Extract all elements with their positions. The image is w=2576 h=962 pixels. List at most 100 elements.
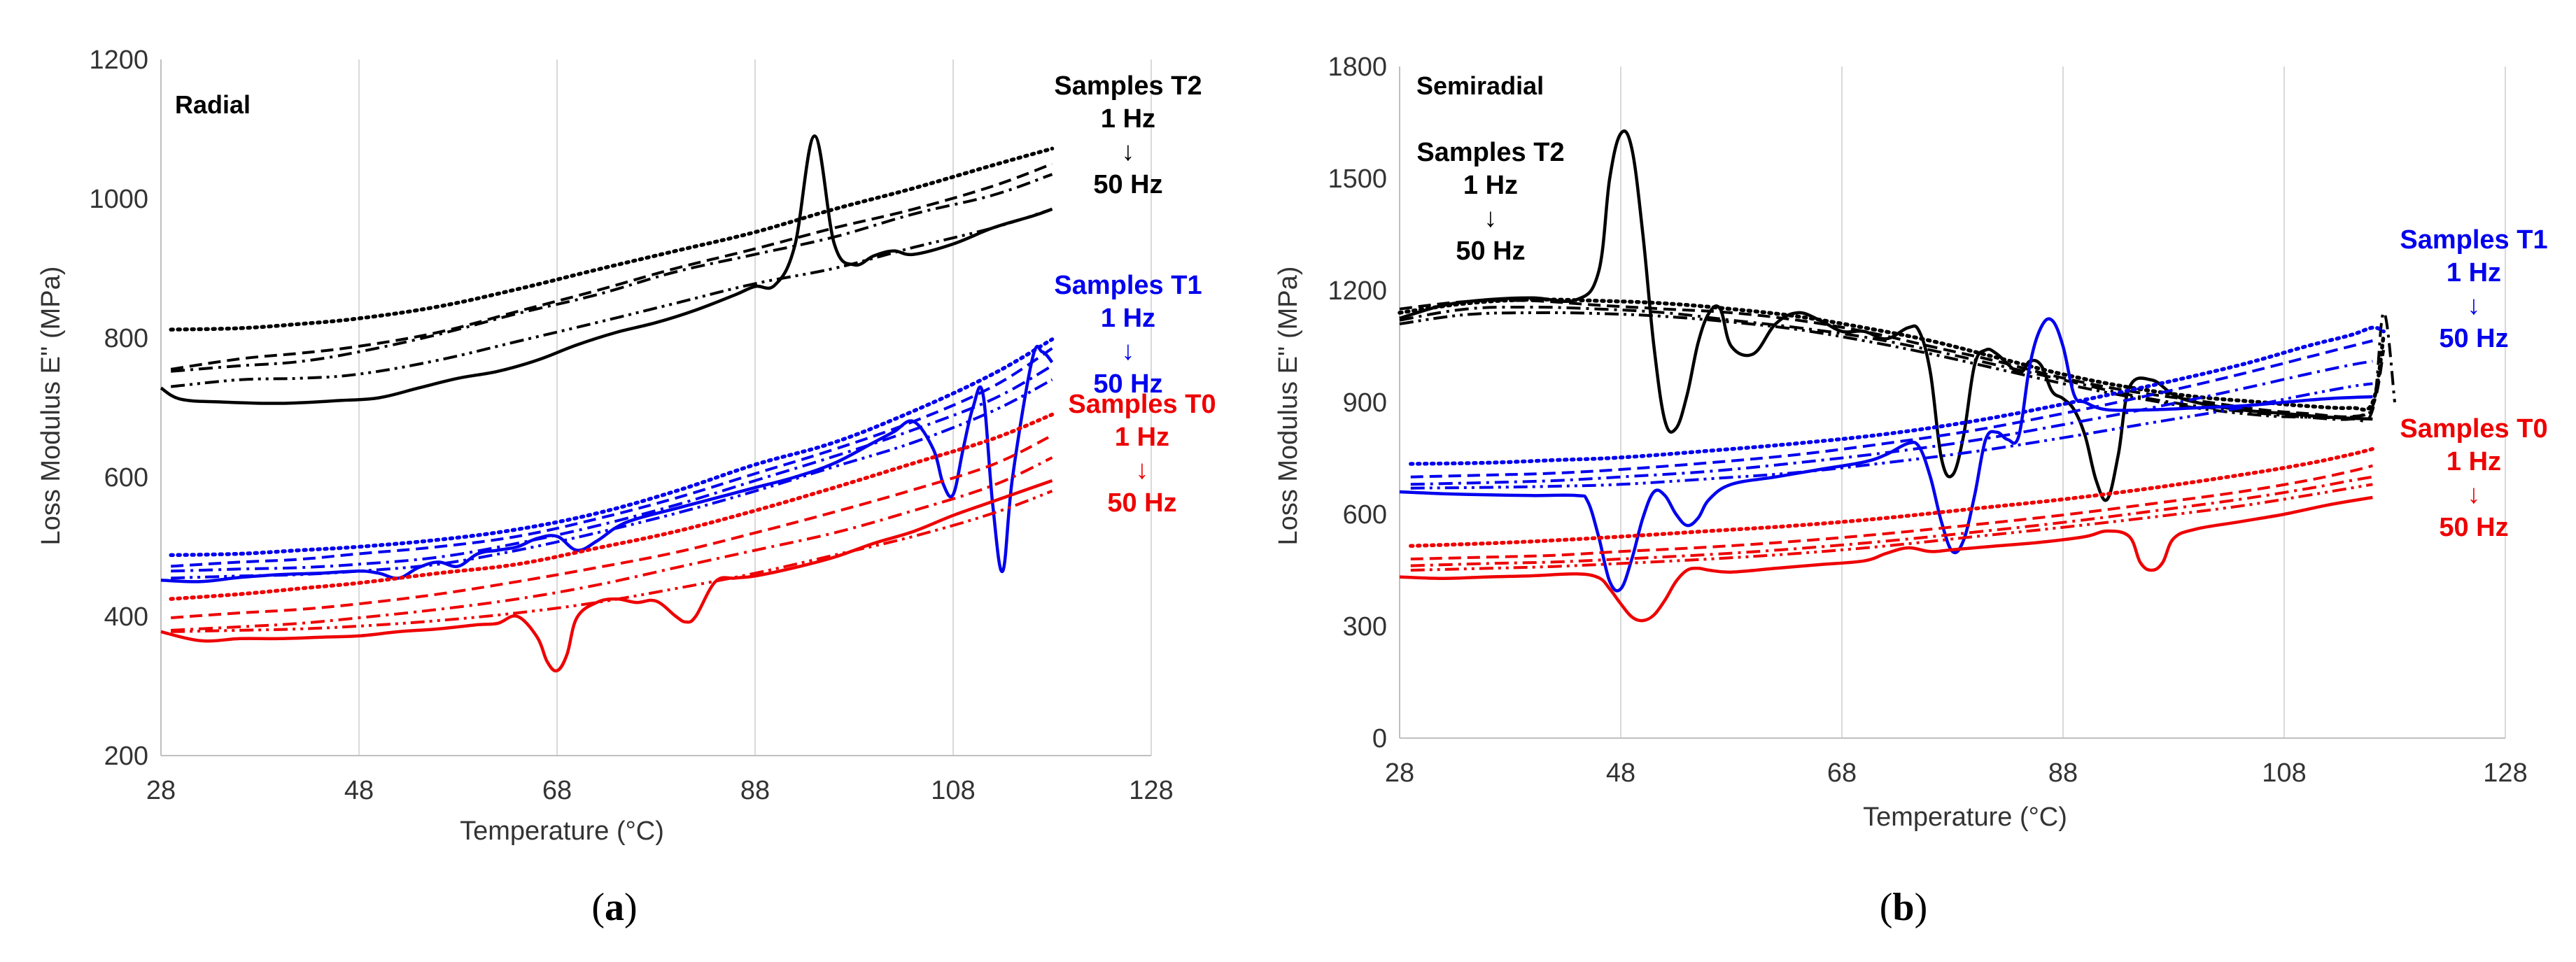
panel-b-axes (1399, 66, 2505, 739)
panel-b-y-tick-label: 1800 (1328, 52, 1387, 82)
panel-b-annotation-t2-line: 1 Hz (1463, 171, 1518, 200)
panel-b-annotation-t2-line: 50 Hz (1456, 236, 1525, 266)
panel-b-series-t2-50-hz (1399, 129, 2373, 502)
panel-b-annotations: Samples T2 1 Hz ↓ 50 Hz Samples T1 1 Hz ↓ 50 Hz… (1416, 138, 2547, 542)
panel-a-annotation-t1-line: Samples T1 (1054, 271, 1202, 300)
panel-a-series-t0-dash-dot-dot (171, 490, 1053, 633)
caption-b-open: ( (1880, 886, 1893, 929)
caption-a-label: a (605, 886, 624, 929)
panel-b-series-t1-50-hz (1399, 317, 2373, 593)
panel-a-x-tick-label: 48 (344, 776, 374, 805)
panel-a-annotation-t1-line: 1 Hz (1101, 304, 1155, 333)
panel-b-y-tick-label: 900 (1343, 388, 1387, 418)
panel-a-y-tick-label: 1000 (89, 185, 148, 214)
panel-a-series (160, 134, 1055, 673)
panel-b-series-t2-dash-dot (1399, 305, 2396, 423)
panel-b-annotation-t0-line: 50 Hz (2439, 513, 2508, 542)
panel-a-x-ticks: 28 48 68 88 108 128 (146, 776, 1174, 805)
panel-b-x-tick-label: 48 (1606, 758, 1635, 788)
panel-a-annotation-t0-line: 50 Hz (1107, 488, 1176, 518)
panel-a-y-tick-label: 600 (104, 463, 148, 493)
panel-a-series-t0-dash-dot (171, 456, 1053, 632)
panel-b-x-ticks: 28 48 68 88 108 128 (1385, 758, 2528, 788)
panel-b-gridlines (1399, 66, 2506, 738)
panel-a-y-tick-label: 200 (104, 742, 148, 771)
panel-a-y-ticks: 200 400 600 800 1000 1200 (89, 45, 148, 771)
panel-b-annotation-t0-line: ↓ (2468, 480, 2481, 509)
panel-a-series-t2-1-hz (169, 146, 1055, 332)
panel-a-annotation-t2-line: 50 Hz (1093, 170, 1162, 199)
panel-b-series-t2-dash-dot-dot (1399, 311, 2373, 420)
panel-b-x-tick-label: 108 (2262, 758, 2306, 788)
panel-b-y-tick-label: 0 (1372, 724, 1387, 754)
panel-a-annotation-t2-line: ↓ (1122, 137, 1135, 167)
panel-b-y-tick-label: 1200 (1328, 276, 1387, 306)
panel-b-series-t2-dashed (1399, 299, 2386, 418)
panel-a-axes (160, 59, 1151, 756)
panel-a-y-tick-label: 800 (104, 324, 148, 353)
panel-b-annotation-t0-line: Samples T0 (2400, 414, 2547, 444)
panel-a-series-t0-50-hz (160, 479, 1053, 673)
panel-a-annotation-t0-line: 1 Hz (1115, 423, 1169, 452)
panel-a-series-t1-dashed (171, 347, 1053, 568)
panel-b-series-t0-50-hz (1399, 495, 2373, 623)
panel-b-annotation-t2-line: ↓ (1484, 204, 1498, 233)
panel-a-title: Radial (175, 90, 251, 119)
panel-b-y-tick-label: 300 (1343, 612, 1387, 642)
panel-b-annotation-t1-line: Samples T1 (2400, 225, 2547, 255)
panel-a-series-t2-dash-dot (171, 173, 1053, 373)
panel-a-series-t0-1-hz (169, 412, 1055, 601)
panel-a-x-tick-label: 108 (931, 776, 975, 805)
panel-a-series-t2-dash-dot-dot (171, 207, 1053, 388)
panel-b-annotation-t1-line: ↓ (2468, 291, 2481, 320)
panel-b-y-tick-label: 1500 (1328, 164, 1387, 194)
panel-b-y-tick-label: 600 (1343, 500, 1387, 530)
panel-a-annotation-t2: Samples T2 1 Hz ↓ 50 Hz (1054, 71, 1202, 199)
panel-b-series-t0-dash-dot (1410, 475, 2373, 567)
panel-a-x-tick-label: 28 (146, 776, 176, 805)
panel-a-gridlines (160, 59, 1152, 756)
panel-a-radial: 200 400 600 800 1000 1200 28 48 68 88 108 128 Temp… (36, 45, 1216, 846)
panel-b-annotation-t0: Samples T0 1 Hz ↓ 50 Hz (2400, 414, 2547, 542)
panel-a-x-tick-label: 128 (1129, 776, 1173, 805)
panel-b-annotation-t1: Samples T1 1 Hz ↓ 50 Hz (2400, 225, 2547, 353)
panel-b-x-tick-label: 128 (2483, 758, 2527, 788)
panel-b-y-ticks: 0 300 600 900 1200 1500 1800 (1328, 52, 1387, 754)
panel-b-series-t0-dash-dot-dot (1410, 483, 2373, 572)
panel-b-annotation-t1-line: 50 Hz (2439, 324, 2508, 353)
panel-b-annotation-t1-line: 1 Hz (2447, 258, 2501, 288)
panel-a-x-axis-label: Temperature (°C) (460, 816, 664, 846)
panel-b-series-t1-dashed (1410, 339, 2373, 479)
caption-a-close: ) (624, 886, 638, 929)
panel-b-x-tick-label: 28 (1385, 758, 1414, 788)
panel-a-series-t2-50-hz (160, 134, 1053, 405)
panel-b-series-t1-dash-dot (1410, 360, 2373, 486)
panel-a-y-axis-label: Loss Modulus E'' (MPa) (36, 267, 66, 546)
panel-a-annotation-t0-line: Samples T0 (1068, 390, 1216, 419)
panel-b-series-t1-1-hz (1409, 325, 2386, 466)
panel-a-x-tick-label: 68 (542, 776, 572, 805)
panel-b-annotation-t2: Samples T2 1 Hz ↓ 50 Hz (1416, 138, 1564, 266)
caption-b: (b) (1880, 886, 1927, 929)
panel-b-y-axis-label: Loss Modulus E'' (MPa) (1274, 267, 1303, 546)
panel-b-title: Semiradial (1416, 71, 1544, 100)
panel-a-x-tick-label: 88 (740, 776, 770, 805)
panel-a-annotation-t1-line: 50 Hz (1093, 369, 1162, 399)
panel-a-series-t2-dashed (170, 162, 1053, 371)
panel-a-annotation-t0-line: ↓ (1136, 455, 1149, 485)
panel-b-semiradial: 0 300 600 900 1200 1500 1800 28 48 68 88 108 128 Te… (1274, 52, 2548, 832)
caption-b-close: ) (1915, 886, 1928, 929)
panel-b-x-tick-label: 88 (2048, 758, 2078, 788)
panel-a-y-tick-label: 1200 (89, 45, 148, 75)
caption-a-open: ( (591, 886, 605, 929)
caption-b-label: b (1892, 886, 1914, 929)
panel-b-x-tick-label: 68 (1827, 758, 1857, 788)
panel-a-annotation-t1: Samples T1 1 Hz ↓ 50 Hz (1054, 271, 1202, 399)
caption-a: (a) (591, 886, 637, 929)
panel-b-annotation-t2-line: Samples T2 (1416, 138, 1564, 167)
panel-b-series-t0-1-hz (1409, 446, 2375, 549)
panel-a-annotation-t2-line: 1 Hz (1101, 104, 1155, 134)
panel-a-annotation-t0: Samples T0 1 Hz ↓ 50 Hz (1068, 390, 1216, 518)
